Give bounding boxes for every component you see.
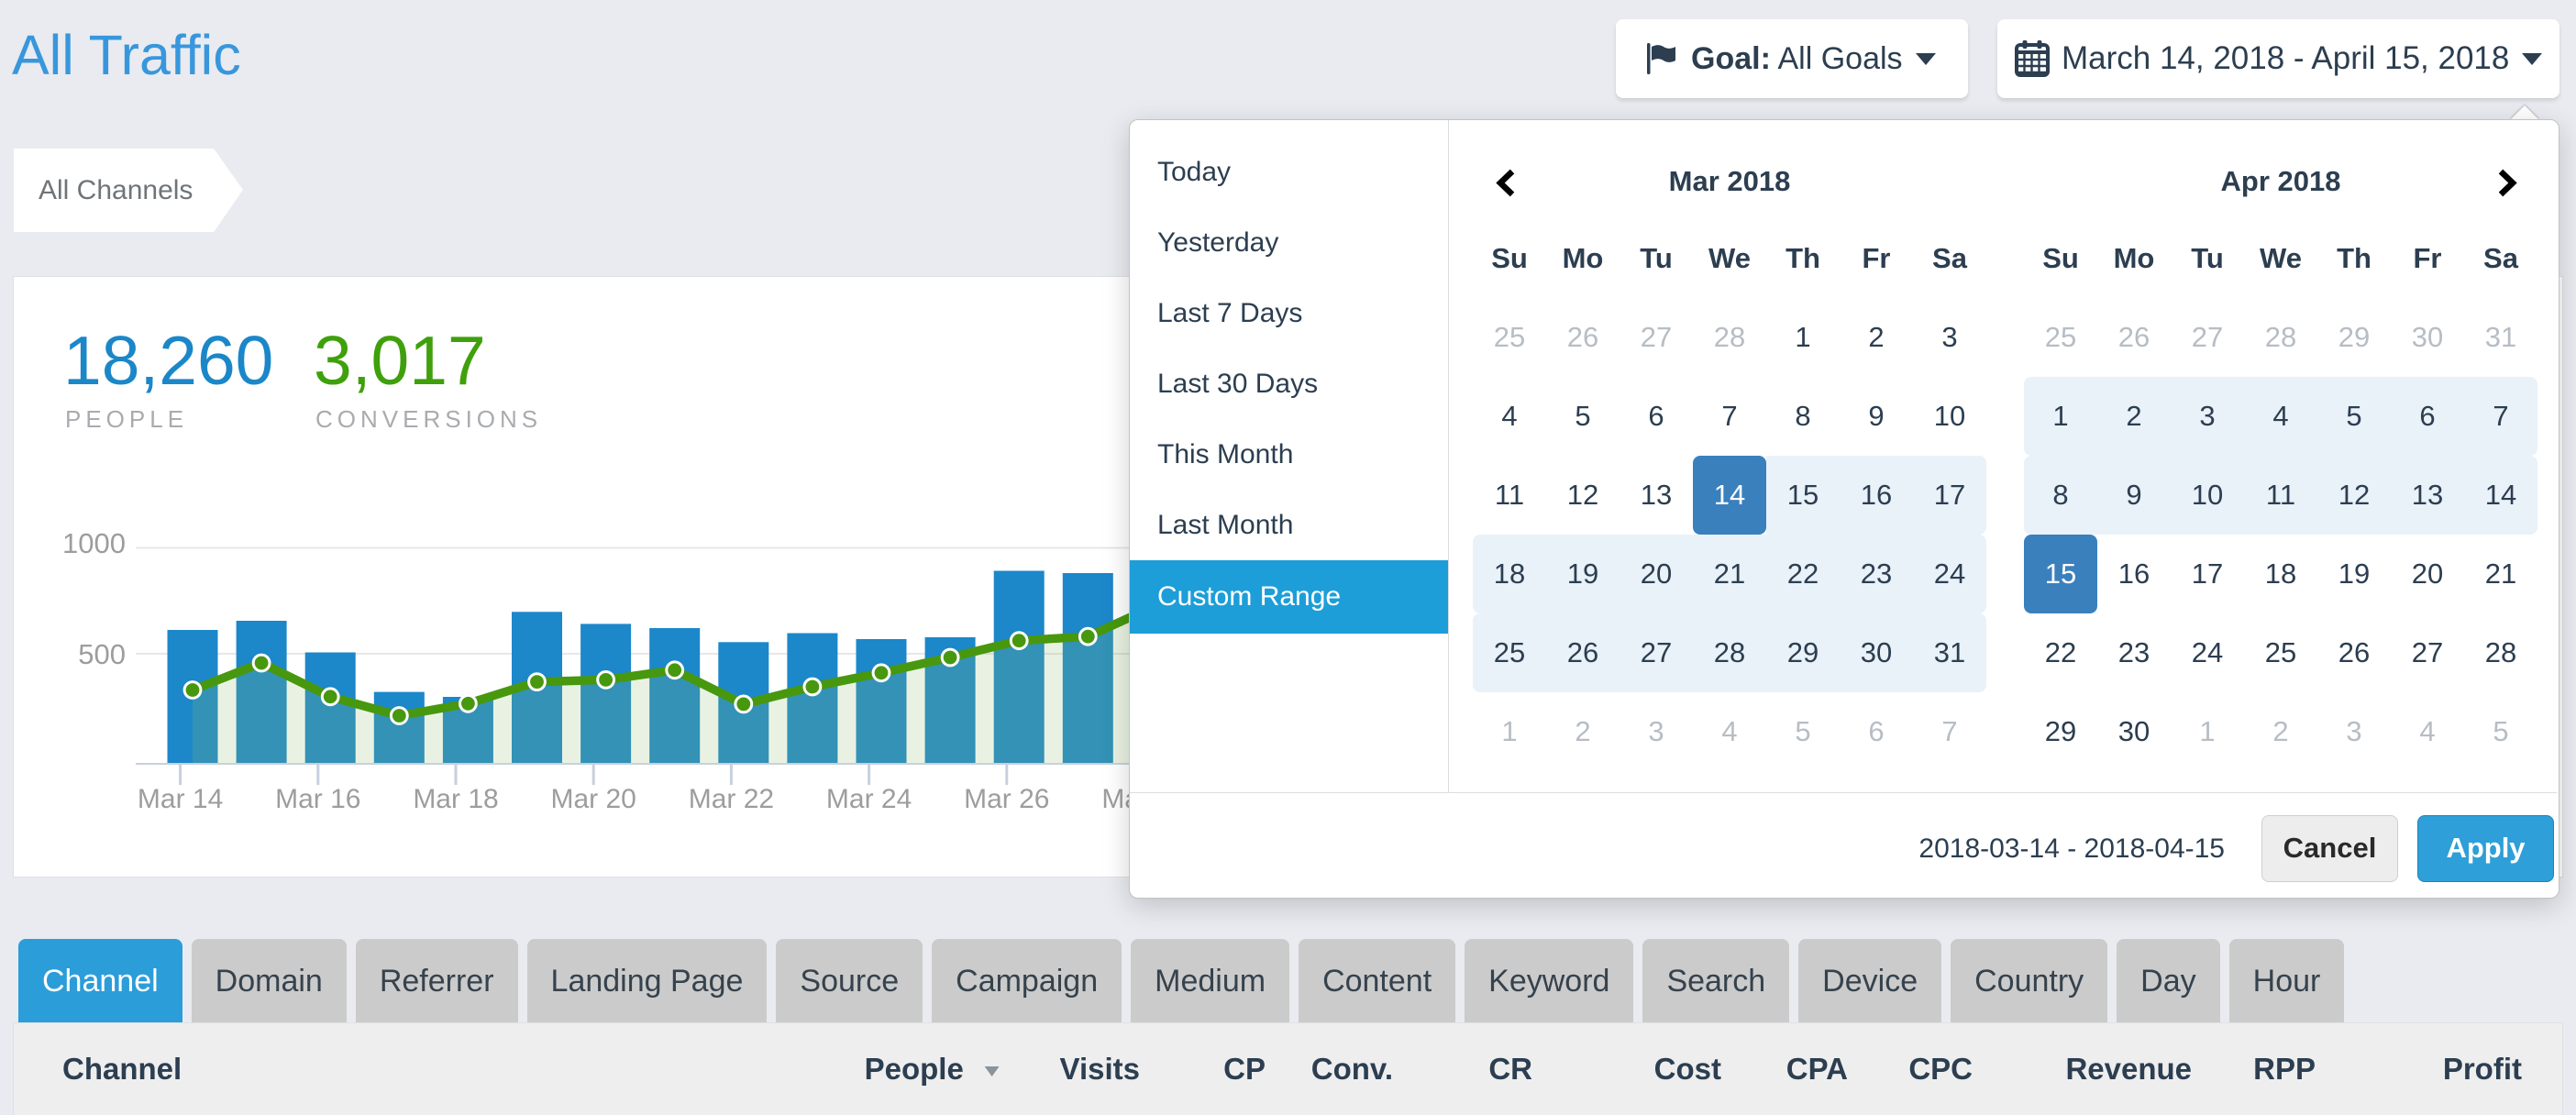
svg-text:Mar 22: Mar 22 <box>689 784 774 814</box>
svg-text:Mar 20: Mar 20 <box>551 784 636 814</box>
svg-text:Mar 26: Mar 26 <box>964 784 1049 814</box>
svg-text:Mar 18: Mar 18 <box>413 784 498 814</box>
svg-text:Mar 16: Mar 16 <box>275 784 360 814</box>
svg-text:500: 500 <box>78 638 126 670</box>
svg-text:Mar 14: Mar 14 <box>138 784 223 814</box>
svg-text:1000: 1000 <box>62 527 126 559</box>
svg-text:Mar 24: Mar 24 <box>826 784 912 814</box>
